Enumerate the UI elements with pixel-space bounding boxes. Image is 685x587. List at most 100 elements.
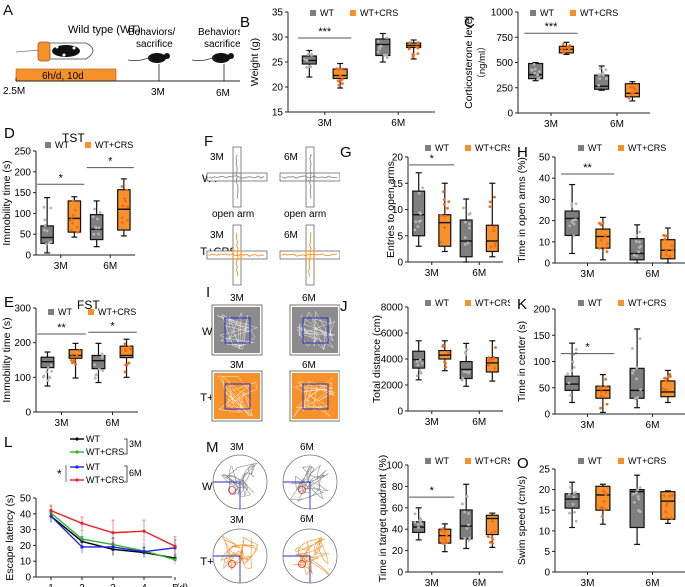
data-point	[634, 88, 638, 92]
data-point	[125, 188, 128, 192]
data-point	[462, 370, 466, 374]
data-point	[664, 377, 668, 380]
significance-marker: *	[59, 172, 64, 184]
data-point	[444, 365, 448, 369]
chart-c-corticosterone: C 0 250 500 750 1000 Corticosterone level （ng/m…	[463, 8, 650, 130]
significance-marker: **	[583, 162, 592, 174]
data-point	[487, 363, 491, 367]
event-label: sacrifice	[136, 39, 173, 50]
data-point	[337, 68, 341, 72]
data-point	[439, 213, 443, 217]
data-point	[385, 36, 389, 40]
y-tick-label: 0	[25, 251, 31, 262]
significance-marker: *	[585, 342, 590, 354]
box-wt-6M	[629, 224, 645, 264]
panel-label-a: A	[3, 2, 13, 19]
y-tick-label: 0	[25, 408, 31, 419]
data-point	[68, 218, 72, 222]
y-tick-label: 0	[544, 568, 550, 579]
box-wt-6M	[91, 342, 106, 384]
y-tick-label: 2000	[381, 381, 404, 392]
data-point	[411, 52, 415, 56]
age-label: 3M	[230, 515, 244, 526]
data-point	[486, 535, 490, 539]
timeline-tick: 6M	[216, 88, 230, 99]
data-point	[532, 62, 536, 66]
stress-period-label: 6h/d, 10d	[42, 71, 84, 82]
data-point	[49, 514, 53, 518]
y-axis-label: Entries to open arms	[385, 161, 397, 258]
y-tick-label: 0	[544, 259, 550, 270]
legend-swatch-crs	[85, 142, 91, 148]
data-point	[638, 230, 641, 234]
event-label: sacrifice	[204, 39, 240, 50]
y-tick-label: 100	[386, 461, 403, 472]
data-point	[441, 535, 444, 539]
data-point	[417, 191, 421, 195]
data-point	[413, 520, 417, 524]
data-point	[538, 70, 541, 73]
box-wt-6M	[459, 342, 473, 387]
data-point	[670, 244, 674, 248]
legend-label-crs: WT+CRS	[475, 456, 510, 466]
box-wt-6M	[89, 200, 104, 248]
box-crs-3M	[438, 340, 452, 372]
data-point	[598, 67, 602, 70]
data-point	[466, 241, 470, 245]
data-point	[121, 204, 125, 208]
data-point	[493, 195, 496, 199]
data-point	[418, 516, 422, 520]
data-point	[632, 86, 635, 89]
box-iqr	[485, 224, 499, 253]
data-point	[111, 531, 115, 535]
data-point	[603, 246, 607, 250]
legend-label-crs: WT+CRS	[628, 298, 666, 308]
chart-title: TST	[62, 131, 85, 145]
y-tick-label: 0	[507, 109, 513, 120]
legend-marker	[75, 437, 79, 441]
legend-label-wt: WT	[588, 456, 602, 466]
data-point	[121, 221, 124, 225]
y-tick-label: 25	[539, 465, 551, 476]
data-point	[416, 522, 420, 526]
data-point	[667, 375, 670, 379]
data-point	[445, 533, 448, 537]
age-label: 6M	[300, 514, 314, 525]
y-tick-label: 10	[539, 237, 551, 248]
data-point	[569, 393, 573, 397]
data-point	[93, 363, 96, 367]
legend-label: WT	[86, 462, 100, 472]
legend-swatch-wt	[578, 458, 584, 464]
data-point	[604, 77, 608, 81]
data-point	[339, 78, 343, 82]
data-point	[415, 374, 419, 378]
data-point	[492, 229, 496, 233]
data-point	[416, 41, 420, 45]
data-point	[666, 501, 669, 505]
data-point	[604, 385, 608, 389]
data-point	[487, 359, 491, 363]
data-point	[635, 254, 639, 258]
box-iqr	[595, 485, 611, 511]
data-point	[439, 241, 443, 244]
epm-track-crs-6m	[279, 224, 340, 286]
data-point	[603, 492, 607, 496]
legend-marker	[75, 450, 79, 454]
legend-label-crs: WT+CRS	[628, 143, 666, 153]
data-point	[668, 372, 672, 376]
x-tick-label: 6M	[610, 119, 624, 130]
chart-l-escape-latency: L 0 10 20 30 40 50 1 2 3 4 5(d) Escape latency (s) WT…	[4, 434, 188, 587]
data-point	[461, 502, 464, 506]
legend-swatch-wt	[425, 145, 431, 151]
y-tick-label: 30	[20, 525, 32, 536]
data-point	[530, 68, 534, 72]
legend-label-wt: WT	[540, 8, 554, 18]
data-point	[602, 395, 606, 399]
data-point	[447, 200, 451, 203]
legend-swatch-wt	[578, 145, 584, 151]
track-path	[235, 232, 239, 277]
data-point	[416, 46, 420, 50]
y-tick-label: 30	[539, 195, 551, 206]
box-crs-3M	[595, 483, 611, 525]
